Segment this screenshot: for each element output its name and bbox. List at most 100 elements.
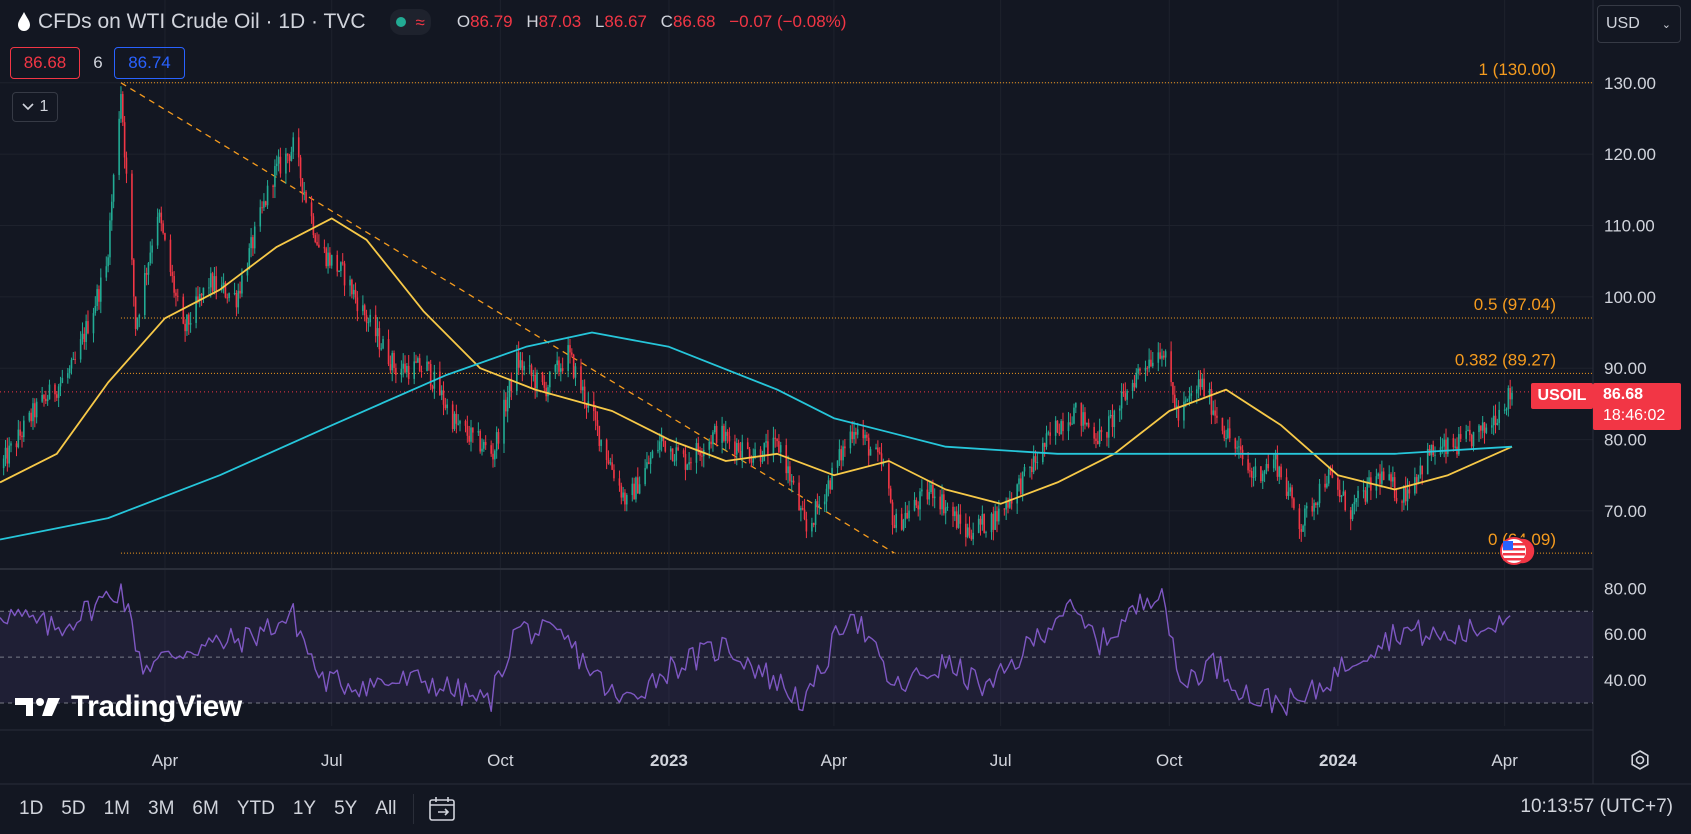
candle-body	[827, 480, 830, 489]
tradingview-logo-icon	[15, 698, 60, 716]
candle-body	[1106, 432, 1108, 438]
candle-body	[156, 216, 159, 246]
candle-body	[250, 237, 252, 249]
rsi-tick-label: 80.00	[1604, 579, 1647, 598]
candle-body	[994, 511, 996, 530]
candle-body	[285, 153, 287, 174]
candle-body	[85, 321, 87, 342]
market-status[interactable]: ≈	[389, 9, 431, 35]
candle-body	[1342, 491, 1345, 496]
candle-body	[1139, 368, 1141, 371]
candle-body	[585, 403, 588, 408]
open-value: 86.79	[470, 12, 513, 31]
y-tick-label: 90.00	[1604, 359, 1647, 378]
bid-price-button[interactable]: 86.68	[10, 47, 80, 79]
candle-body	[468, 435, 470, 442]
timeframe-all[interactable]: All	[375, 798, 397, 819]
low-value: 86.67	[604, 12, 647, 31]
candle-body	[1234, 438, 1237, 449]
candle-body	[889, 488, 892, 503]
candle-body	[380, 348, 383, 350]
settings-gear-icon[interactable]	[1629, 749, 1651, 771]
candle-body	[624, 492, 626, 505]
candle-body	[1073, 407, 1075, 424]
candle-body	[451, 404, 454, 429]
candle-body	[1481, 422, 1484, 431]
timeframe-5y[interactable]: 5Y	[334, 798, 358, 819]
candle-body	[1036, 462, 1039, 464]
candle-body	[1355, 498, 1358, 503]
indicators-toggle-button[interactable]: 1	[12, 92, 58, 122]
candle-body	[30, 412, 32, 422]
candle-body	[882, 463, 885, 465]
timeframe-3m[interactable]: 3M	[148, 798, 175, 819]
symbol-title[interactable]: CFDs on WTI Crude Oil · 1D · TVC	[38, 10, 366, 33]
candle-body	[631, 483, 634, 496]
candle-body	[877, 447, 879, 453]
candle-body	[1289, 487, 1292, 492]
candle-body	[939, 496, 941, 510]
candle-body	[395, 367, 397, 375]
timeframe-1m[interactable]: 1M	[103, 798, 130, 819]
candle-body	[690, 462, 692, 464]
candle-body	[316, 241, 318, 245]
timeframe-5d[interactable]: 5D	[61, 798, 86, 819]
candle-body	[56, 394, 58, 398]
candle-body	[32, 403, 34, 422]
candle-body	[100, 277, 102, 302]
candle-body	[404, 363, 406, 373]
candle-body	[215, 276, 218, 291]
candle-body	[728, 435, 731, 442]
candle-body	[574, 366, 577, 378]
candle-body	[763, 442, 766, 461]
rsi-line	[0, 583, 1511, 716]
wave-icon: ≈	[415, 12, 425, 32]
candle-body	[985, 532, 987, 534]
candle-body	[352, 289, 355, 295]
candle-body	[792, 480, 795, 483]
timeframe-6m[interactable]: 6M	[192, 798, 219, 819]
candle-body	[387, 339, 390, 365]
candle-body	[1393, 477, 1396, 498]
candle-body	[1267, 464, 1270, 469]
candle-body	[921, 489, 923, 492]
candle-body	[1445, 439, 1447, 454]
ask-price-button[interactable]: 86.74	[114, 47, 185, 79]
candle-body	[1329, 469, 1332, 475]
candle-body	[1272, 459, 1275, 469]
candle-body	[275, 163, 278, 167]
tradingview-logo[interactable]: TradingView	[15, 690, 242, 724]
candle-body	[1150, 359, 1152, 367]
candle-body	[67, 373, 69, 378]
candle-body	[1021, 471, 1024, 495]
candle-body	[1177, 405, 1180, 421]
candle-body	[19, 429, 21, 436]
candle-body	[891, 502, 894, 525]
timeframe-ytd[interactable]: YTD	[236, 798, 275, 819]
candle-body	[43, 394, 45, 399]
candle-body	[1195, 389, 1198, 394]
timeframe-1d[interactable]: 1D	[19, 798, 44, 819]
candle-body	[266, 185, 269, 206]
candle-body	[1441, 446, 1444, 448]
currency-select[interactable]: USD ⌄	[1597, 5, 1681, 43]
candle-body	[1162, 355, 1165, 358]
us-flag-icon	[1500, 537, 1528, 565]
candle-body	[1086, 422, 1088, 425]
candle-body	[301, 178, 304, 193]
candle-body	[609, 462, 612, 464]
candle-body	[34, 403, 36, 418]
timezone-clock[interactable]: 10:13:57 (UTC+7)	[1520, 796, 1673, 817]
candle-body	[1084, 412, 1086, 425]
candle-body	[6, 447, 9, 464]
candle-body	[741, 442, 744, 458]
candle-body	[1349, 510, 1352, 520]
candle-body	[1133, 382, 1136, 388]
candle-body	[580, 366, 582, 391]
candle-body	[594, 411, 597, 421]
timeframe-1y[interactable]: 1Y	[292, 798, 317, 819]
calendar-range-icon[interactable]	[428, 796, 458, 822]
candle-body	[530, 365, 533, 376]
candle-body	[622, 492, 624, 498]
